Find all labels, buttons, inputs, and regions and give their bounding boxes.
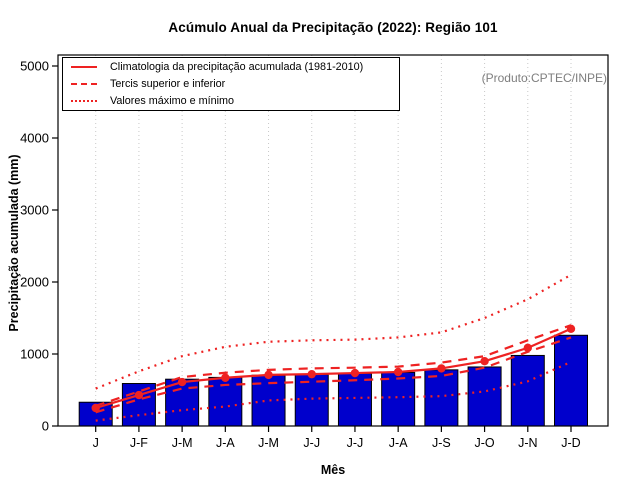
x-tick-label: J-J xyxy=(303,436,320,450)
data-point-j-d xyxy=(566,324,576,333)
y-tick-label: 4000 xyxy=(20,131,49,146)
x-tick-label: J-F xyxy=(130,436,148,450)
legend-label-tercis: Tercis superior e inferior xyxy=(110,78,226,90)
legend-row-tercis: Tercis superior e inferior xyxy=(63,77,399,92)
x-tick-label: J-M xyxy=(258,436,279,450)
data-point-j xyxy=(91,403,100,413)
legend-row-max-min: Valores máximo e mínimo xyxy=(63,93,399,108)
y-tick-label: 0 xyxy=(42,419,49,434)
x-tick-label: J-A xyxy=(389,436,408,450)
x-tick-label: J-A xyxy=(216,436,235,450)
x-axis-title: Mês xyxy=(320,463,346,477)
bar-2-j-f xyxy=(121,383,156,427)
solid-line-sample xyxy=(71,66,97,69)
data-point-j-s xyxy=(437,364,446,373)
y-tick-label: 1000 xyxy=(20,347,49,362)
dashed-line-sample xyxy=(71,83,97,85)
legend-row-climatologia: Climatologia da precipitação acumulada (… xyxy=(63,60,399,75)
line-valor-minimo xyxy=(95,360,572,422)
dotted-line-sample xyxy=(71,99,97,102)
legend-label-max-min: Valores máximo e mínimo xyxy=(110,94,235,107)
y-axis: 0 1000 2000 3000 4000 5000 xyxy=(20,59,58,434)
x-axis: J J-F J-M J-A J-M J-J J-J J-A J-S J-O J-N J-D xyxy=(93,426,581,450)
line-tercil-inferior xyxy=(95,336,572,414)
x-tick-label: J-M xyxy=(172,436,193,450)
data-point-j-a xyxy=(393,367,403,377)
x-tick-label: J-N xyxy=(518,436,537,450)
bar-10-j-o xyxy=(467,366,502,427)
y-axis-title: Precipitação acumulada (mm) xyxy=(7,154,21,332)
bar-11-j-n xyxy=(510,354,545,427)
data-point-j-j xyxy=(350,368,360,378)
bar-8-j-a xyxy=(381,371,416,427)
x-tick-label: J-D xyxy=(561,436,580,450)
data-point-j-f xyxy=(134,390,144,400)
data-point-j-m xyxy=(264,370,273,380)
y-tick-label: 3000 xyxy=(20,203,49,218)
data-point-j-n xyxy=(523,343,532,353)
data-point-j-a xyxy=(221,373,230,382)
x-tick-label: J xyxy=(93,436,99,450)
y-tick-label: 2000 xyxy=(20,275,49,290)
legend-box: Climatologia da precipitação acumulada (… xyxy=(62,57,400,111)
x-tick-label: J-O xyxy=(475,436,495,450)
chart-title: Acúmulo Anual da Precipitação (2022): Re… xyxy=(168,20,498,35)
x-tick-label: J-S xyxy=(432,436,451,450)
line-valor-maximo xyxy=(95,273,572,390)
x-tick-label: J-J xyxy=(347,436,364,450)
product-credit: (Produto:CPTEC/INPE) xyxy=(481,71,607,85)
y-tick-label: 5000 xyxy=(20,59,49,74)
data-point-j-j xyxy=(307,369,316,379)
bar-9-j-s xyxy=(424,369,459,427)
data-point-j-o xyxy=(480,357,489,366)
legend-label-climatologia: Climatologia da precipitação acumulada (… xyxy=(110,61,364,74)
line-climatologia-da-precipitacao-acumulada-1981-2010 xyxy=(91,324,576,413)
data-point-j-m xyxy=(177,377,187,387)
line-tercil-superior xyxy=(95,324,572,407)
plot-border xyxy=(57,54,609,427)
bar-12-j-d xyxy=(554,334,588,427)
